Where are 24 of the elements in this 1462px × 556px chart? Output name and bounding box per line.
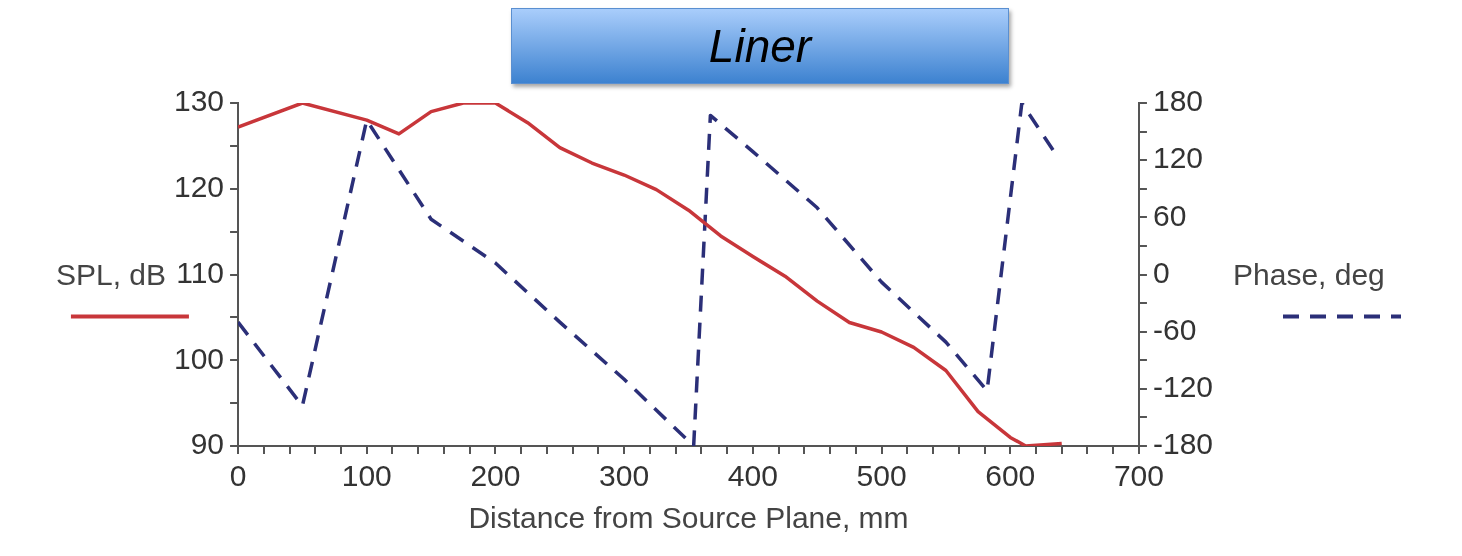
y-tick-label: 100 — [173, 341, 225, 375]
y2-tick-label: -60 — [1152, 312, 1197, 346]
x-tick-label: 600 — [985, 459, 1036, 493]
x-axis-title: Distance from Source Plane, mm — [468, 501, 909, 535]
y-axis-title: SPL, dB — [55, 257, 167, 291]
y2-tick-label: 180 — [1152, 84, 1204, 118]
y-tick-label: 120 — [173, 170, 225, 204]
y2-tick-label: -120 — [1152, 370, 1213, 404]
y2-tick-label: 60 — [1152, 198, 1187, 232]
y-tick-label: 110 — [176, 255, 225, 289]
x-tick-label: 100 — [341, 459, 392, 493]
y2-axis-title: Phase, deg — [1233, 257, 1385, 291]
x-tick-label: 500 — [856, 459, 907, 493]
x-tick-label: 400 — [727, 459, 778, 493]
y2-tick-label: -180 — [1152, 427, 1213, 461]
x-tick-label: 700 — [1113, 459, 1164, 493]
chart-title: Liner — [511, 8, 1009, 84]
x-tick-label: 0 — [229, 459, 247, 493]
x-tick-label: 200 — [470, 459, 521, 493]
x-tick-label: 300 — [599, 459, 650, 493]
y-tick-label: 90 — [190, 427, 225, 461]
y2-tick-label: 0 — [1152, 255, 1170, 289]
y-tick-label: 130 — [173, 84, 225, 118]
y2-tick-label: 120 — [1152, 141, 1204, 175]
